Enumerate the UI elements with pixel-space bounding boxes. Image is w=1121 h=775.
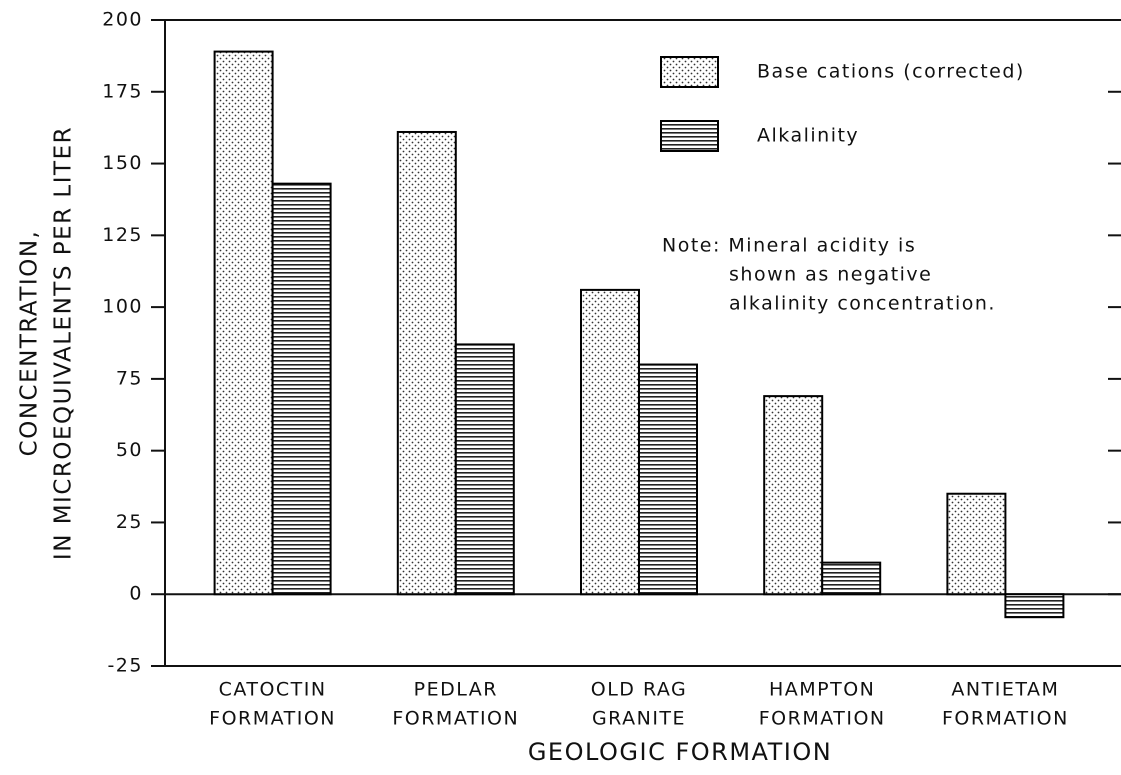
x-tick-label: OLD RAG [591, 679, 688, 701]
x-tick-label: FORMATION [759, 708, 886, 730]
legend-swatch [660, 120, 719, 152]
annotation: alkalinity concentration. [729, 293, 996, 315]
x-tick-label: PEDLAR [414, 679, 498, 701]
bar [580, 288, 640, 596]
x-tick-label: GRANITE [592, 708, 686, 730]
legend-swatch [660, 56, 719, 88]
bar [271, 182, 332, 596]
y-tick-label: 50 [116, 439, 143, 461]
x-tick-label: FORMATION [942, 708, 1069, 730]
bar [821, 561, 882, 596]
bar [213, 50, 274, 596]
y-axis-label: IN MICROEQUIVALENTS PER LITER [51, 126, 77, 560]
x-tick-label: FORMATION [209, 708, 336, 730]
bar [638, 363, 698, 596]
legend-label: Alkalinity [757, 125, 859, 147]
y-tick-label: 200 [102, 9, 143, 31]
y-tick-label: 150 [102, 152, 143, 174]
bar [396, 130, 457, 596]
y-tick-label: 75 [116, 367, 143, 389]
bar [1004, 593, 1065, 619]
bar [946, 492, 1007, 596]
y-tick-label: 25 [116, 511, 143, 533]
y-tick-label: 125 [102, 224, 143, 246]
annotation: Note: Mineral acidity is [662, 235, 916, 257]
x-axis-label: GEOLOGIC FORMATION [528, 738, 832, 766]
x-tick-label: FORMATION [392, 708, 519, 730]
bar [763, 395, 824, 596]
y-tick-label: 100 [102, 296, 143, 318]
x-tick-label: ANTIETAM [951, 679, 1059, 701]
y-axis-label: CONCENTRATION, [17, 230, 43, 457]
x-tick-label: HAMPTON [769, 679, 875, 701]
bar [454, 343, 515, 596]
y-tick-label: 0 [129, 583, 143, 605]
legend-label: Base cations (corrected) [757, 61, 1025, 83]
y-tick-label: 175 [102, 80, 143, 102]
annotation: shown as negative [729, 264, 932, 286]
x-tick-label: CATOCTIN [219, 679, 327, 701]
y-tick-label: -25 [107, 655, 143, 677]
